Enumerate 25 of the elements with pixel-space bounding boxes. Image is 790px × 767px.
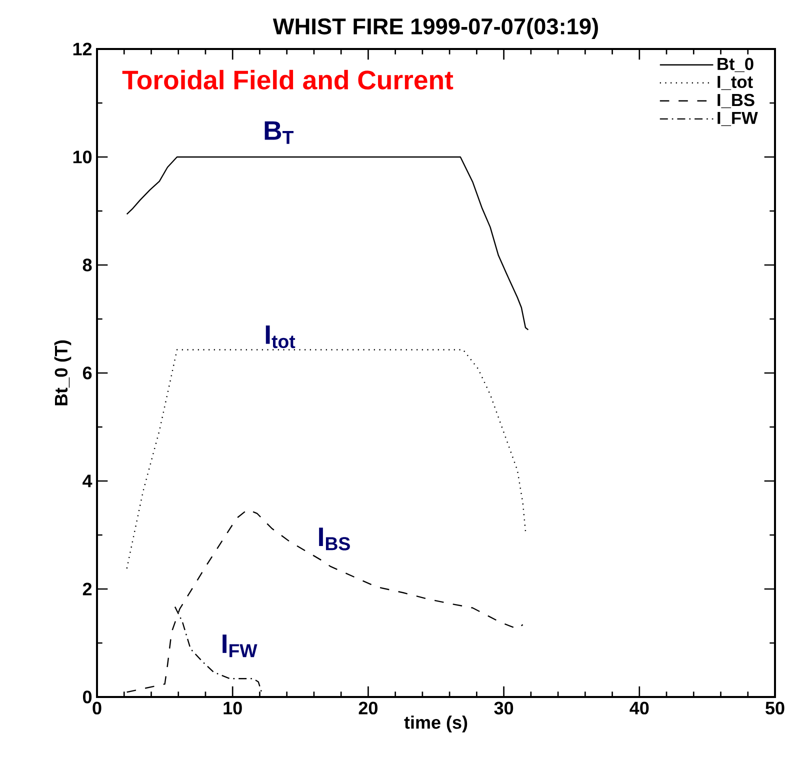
y-axis-title: Bt_0 (T) bbox=[54, 340, 72, 406]
x-tick-label: 40 bbox=[630, 702, 649, 714]
y-tick-label: 6 bbox=[82, 366, 92, 380]
x-tick-label: 30 bbox=[494, 702, 514, 714]
x-tick-label: 20 bbox=[358, 702, 378, 714]
legend-label: I_FW bbox=[718, 112, 758, 126]
y-tick-label: 0 bbox=[82, 690, 92, 704]
y-tick-label: 12 bbox=[73, 42, 92, 56]
y-tick-label: 4 bbox=[82, 474, 92, 488]
annotation: B$_{T}$ bbox=[264, 121, 294, 144]
annotation: Toroidal Field and Current bbox=[122, 70, 454, 90]
annotation: I$_{tot}$ bbox=[266, 325, 296, 348]
legend-label: I_BS bbox=[718, 94, 754, 108]
y-tick-label: 10 bbox=[73, 150, 92, 164]
legend-label: I_tot bbox=[718, 76, 753, 90]
y-tick-label: 8 bbox=[82, 258, 92, 272]
annotation: I$_{BS}$ bbox=[319, 528, 350, 550]
x-axis-title: time (s) bbox=[404, 716, 468, 732]
x-tick-label: 10 bbox=[224, 702, 242, 714]
annotation: I$_{FW}$ bbox=[222, 634, 258, 658]
legend-label: Bt_0 bbox=[718, 58, 754, 72]
y-tick-label: 2 bbox=[82, 582, 92, 596]
x-tick-label: 0 bbox=[92, 702, 102, 714]
x-tick-label: 50 bbox=[766, 702, 784, 714]
chart-title: WHIST FIRE 1999-07-07(03:19) bbox=[272, 18, 598, 39]
